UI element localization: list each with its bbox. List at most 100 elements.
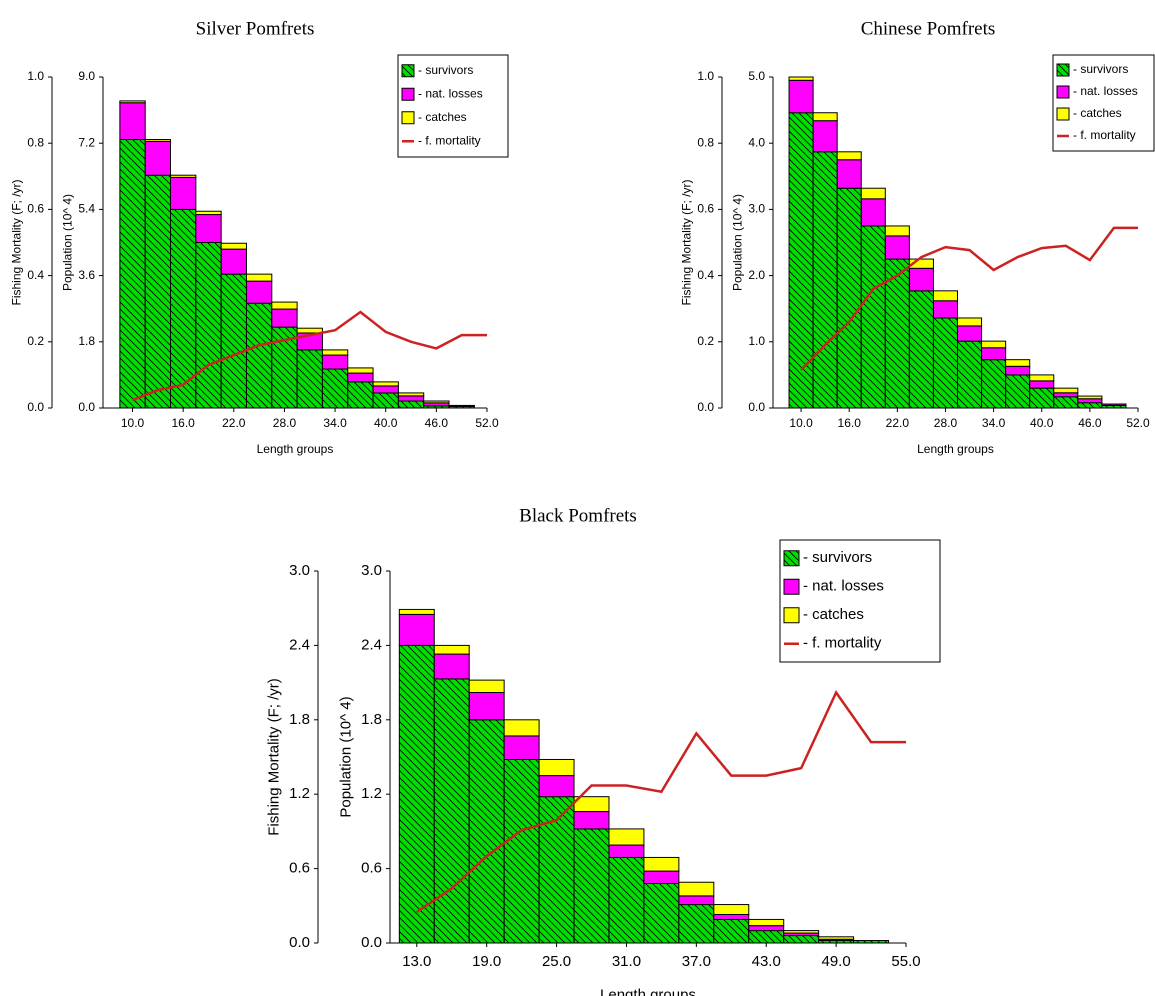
x-tick-label: 52.0 — [475, 416, 499, 430]
bar-segment — [1005, 365, 1031, 376]
bar-segment — [884, 235, 910, 260]
x-axis-label: Length groups — [917, 442, 994, 456]
bar-segment — [957, 325, 983, 342]
legend-label: - survivors — [803, 549, 872, 566]
x-axis-label: Length groups — [600, 986, 696, 996]
bar-segment — [220, 248, 247, 275]
x-tick-label: 10.0 — [121, 416, 145, 430]
bar-segment — [372, 381, 399, 387]
bar-segment — [981, 340, 1007, 349]
bar-segment — [812, 151, 838, 409]
x-tick-label: 13.0 — [402, 953, 431, 970]
mortality-line — [416, 690, 906, 914]
y2-tick-label: 0.2 — [697, 334, 714, 348]
bar-segment — [713, 913, 750, 920]
x-tick-label: 55.0 — [891, 953, 920, 970]
bar-segment — [884, 225, 910, 237]
y2-tick-label: 0.0 — [27, 400, 44, 414]
bar-segment — [321, 354, 349, 370]
bar-segment — [503, 758, 540, 944]
y2-tick-label: 1.0 — [697, 69, 714, 83]
legend-swatch — [1056, 107, 1070, 121]
bar-segment — [245, 280, 273, 304]
bar-segment — [144, 139, 172, 142]
bar-segment — [884, 258, 910, 409]
bar-segment — [1053, 387, 1079, 394]
y2-tick-label: 0.6 — [697, 202, 714, 216]
x-tick-label: 22.0 — [886, 416, 910, 430]
bar-segment — [818, 936, 855, 940]
bar-segment — [195, 214, 222, 243]
bar-segment — [144, 174, 172, 409]
y2-tick-label: 0.8 — [27, 135, 44, 149]
bar-segment — [788, 112, 814, 409]
legend-box — [1052, 54, 1155, 152]
bar-segment — [296, 327, 323, 334]
x-tick-label: 31.0 — [612, 953, 641, 970]
x-tick-label: 40.0 — [1030, 416, 1054, 430]
legend-box — [779, 539, 941, 663]
legend-label: - catches — [803, 606, 864, 623]
y-tick-label: 0.6 — [361, 860, 382, 877]
legend-label: - nat. losses — [803, 578, 884, 595]
bar-segment — [1077, 398, 1103, 404]
legend-label: - nat. losses — [1073, 84, 1138, 98]
bar-segment — [245, 302, 273, 409]
bar-segment — [908, 267, 934, 292]
legend-label: - f. mortality — [418, 133, 481, 147]
bar-segment — [538, 775, 575, 798]
x-tick-label: 52.0 — [1126, 416, 1150, 430]
bar-segment — [836, 159, 862, 189]
x-tick-label: 40.0 — [374, 416, 398, 430]
bar-segment — [908, 290, 934, 409]
bar-segment — [468, 692, 505, 721]
bar-segment — [981, 347, 1007, 361]
y2-tick-label: 0.4 — [697, 268, 714, 282]
y2-axis-label: Fishing Mortality (F; /yr) — [9, 179, 23, 305]
y-tick-label: 0.0 — [361, 934, 382, 951]
bar-segment — [1029, 380, 1055, 389]
bar-segment — [397, 392, 425, 397]
bar-segment — [503, 735, 540, 760]
x-tick-label: 28.0 — [273, 416, 297, 430]
bar-segment — [195, 242, 222, 409]
y2-tick-label: 0.6 — [27, 202, 44, 216]
bar-segment — [423, 400, 450, 404]
bar-segment — [573, 811, 610, 830]
y-tick-label: 3.0 — [361, 562, 382, 579]
bar-segment — [713, 904, 750, 915]
chart-title: Silver Pomfrets — [196, 18, 315, 39]
y-tick-label: 1.8 — [361, 711, 382, 728]
bar-segment — [908, 258, 934, 269]
bar-segment — [119, 139, 146, 409]
x-tick-label: 46.0 — [425, 416, 449, 430]
bar-segment — [170, 208, 197, 409]
bar-segment — [1005, 374, 1031, 409]
bar-segment — [957, 317, 983, 327]
x-tick-label: 34.0 — [982, 416, 1006, 430]
legend-swatch — [1056, 85, 1070, 99]
bar-segment — [860, 187, 886, 200]
bar-segment — [1077, 395, 1103, 400]
legend-label: - catches — [1073, 106, 1122, 120]
y-tick-label: 1.2 — [361, 785, 382, 802]
bar-segment — [321, 349, 349, 356]
bar-segment — [932, 290, 959, 302]
y2-tick-label: 1.0 — [27, 69, 44, 83]
x-tick-label: 46.0 — [1078, 416, 1102, 430]
bar-segment — [1029, 387, 1055, 409]
bar-segment — [981, 359, 1007, 409]
y-tick-label: 3.6 — [78, 268, 95, 282]
y2-tick-label: 2.4 — [289, 636, 310, 653]
y-tick-label: 5.0 — [748, 69, 765, 83]
x-tick-label: 25.0 — [542, 953, 571, 970]
bar-segment — [788, 79, 814, 114]
bar-segment — [119, 102, 146, 141]
x-tick-label: 16.0 — [838, 416, 862, 430]
bar-segment — [433, 644, 470, 655]
mortality-line — [132, 310, 487, 402]
x-tick-label: 22.0 — [222, 416, 246, 430]
bar-segment — [643, 870, 680, 884]
bar-segment — [1077, 402, 1103, 409]
